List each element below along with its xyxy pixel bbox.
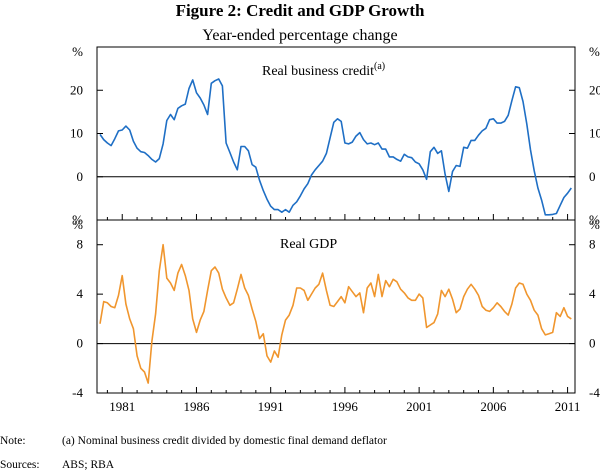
chart-title: Figure 2: Credit and GDP Growth [176, 1, 425, 20]
note-text: (a) Nominal business credit divided by d… [62, 435, 387, 447]
panel-gdp: -4 -4 0 0 4 4 8 8% % Real GDP [72, 217, 600, 400]
ytick-label-right: 10 [589, 126, 600, 141]
series-line-real-gdp [99, 243, 572, 384]
chart-subtitle: Year-ended percentage change [202, 27, 397, 44]
ytick-label-right: 0 [589, 336, 596, 351]
unit-label-right-bottom: % [589, 212, 600, 227]
panel-credit: 0 0 10 10 20 20%%% % Real business credit(a) [70, 44, 600, 227]
note-label: Note: [0, 435, 26, 447]
xtick-label: 1996 [332, 399, 359, 414]
unit-label-left: % [72, 217, 83, 232]
ytick-label-left: 8 [77, 237, 84, 252]
ytick-label-left: 0 [77, 336, 84, 351]
ytick-label-left: 20 [70, 82, 83, 97]
ytick-label-right: 20 [589, 82, 600, 97]
ytick-label-right: 4 [589, 286, 596, 301]
ytick-label-left: 0 [77, 169, 84, 184]
xtick-label: 1981 [109, 399, 135, 414]
xtick-label: 1986 [183, 399, 210, 414]
panel-label-gdp: Real GDP [280, 237, 337, 252]
ytick-label-left: -4 [72, 385, 83, 400]
ytick-label-right: 8 [589, 237, 596, 252]
unit-label-left-bottom: % [72, 212, 83, 227]
panel-label-credit: Real business credit(a) [262, 61, 385, 79]
xtick-label: 2006 [480, 399, 507, 414]
ytick-label-right: 0 [589, 169, 596, 184]
xtick-label: 2011 [555, 399, 581, 414]
panel-frame [96, 219, 576, 394]
unit-label-left: % [72, 44, 83, 59]
sources-label: Sources: [0, 459, 40, 471]
unit-label-right: % [589, 217, 600, 232]
series-line-real-business-credit [99, 78, 572, 216]
ytick-label-left: 4 [77, 286, 84, 301]
unit-label-right: % [589, 44, 600, 59]
panel-label-superscript: (a) [374, 61, 385, 72]
ytick-label-right: -4 [589, 385, 600, 400]
xtick-label: 1991 [258, 399, 284, 414]
sources-text: ABS; RBA [62, 459, 115, 471]
ytick-label-left: 10 [70, 126, 83, 141]
xtick-label: 2001 [406, 399, 432, 414]
